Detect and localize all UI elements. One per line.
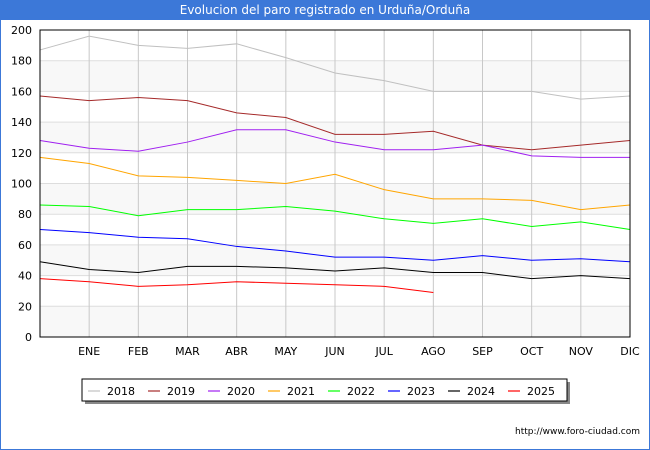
y-tick-label: 60 (18, 239, 32, 252)
legend-label-2019: 2019 (167, 385, 195, 398)
series-line-2024 (39, 261, 631, 280)
x-tick-label: FEB (128, 345, 149, 358)
series-line-2018 (39, 35, 631, 100)
series-line-2020 (39, 129, 630, 158)
y-tick-label: 0 (25, 331, 32, 344)
legend-box (81, 378, 568, 402)
legend-label-2018: 2018 (107, 385, 135, 398)
x-tick-label: JUN (324, 345, 345, 358)
y-tick-label: 180 (11, 55, 32, 68)
legend-label-2020: 2020 (227, 385, 255, 398)
x-tick-label: AGO (421, 345, 446, 358)
x-tick-label: ABR (225, 345, 248, 358)
series-line-2023 (39, 229, 631, 263)
x-tick-label: DIC (620, 345, 640, 358)
legend-label-2021: 2021 (287, 385, 315, 398)
x-tick-label: JUL (374, 345, 393, 358)
y-tick-label: 140 (11, 116, 32, 129)
series-line-2021 (39, 156, 631, 211)
y-tick-label: 100 (11, 178, 32, 191)
x-tick-label: SEP (472, 345, 493, 358)
y-tick-label: 20 (18, 300, 32, 313)
y-tick-label: 40 (18, 270, 32, 283)
legend-label-2025: 2025 (527, 385, 555, 398)
x-tick-label: MAY (274, 345, 297, 358)
y-tick-label: 120 (11, 147, 32, 160)
y-tick-label: 80 (18, 208, 32, 221)
series-line-2019 (39, 95, 631, 151)
y-tick-label: 160 (11, 85, 32, 98)
x-tick-label: ENE (78, 345, 100, 358)
plot-border (39, 29, 631, 338)
x-tick-label: OCT (520, 345, 543, 358)
series-line-2025 (39, 278, 434, 293)
y-tick-label: 200 (11, 24, 32, 37)
chart-title: Evolucion del paro registrado en Urduña/… (0, 0, 650, 20)
source-url: http://www.foro-ciudad.com (515, 427, 640, 437)
series-line-2022 (39, 204, 631, 231)
x-tick-label: NOV (569, 345, 594, 358)
legend-label-2022: 2022 (347, 385, 375, 398)
legend-label-2024: 2024 (467, 385, 495, 398)
x-tick-label: MAR (175, 345, 200, 358)
legend-label-2023: 2023 (407, 385, 435, 398)
